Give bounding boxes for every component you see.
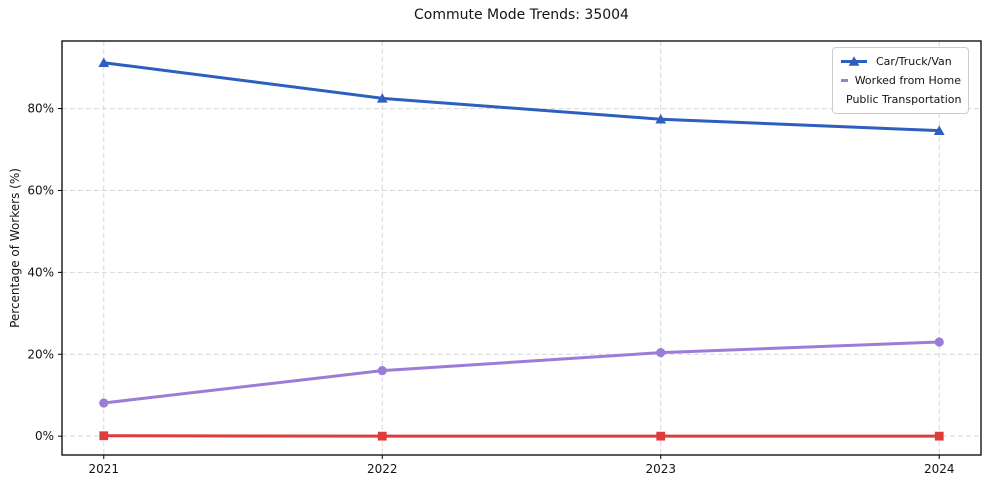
series-public-transportation	[99, 431, 944, 441]
series-car-truck-van	[98, 57, 945, 135]
svg-text:2022: 2022	[367, 462, 398, 476]
legend-label: Public Transportation	[846, 93, 962, 106]
axis-tick-labels: 2021 2022 2023 2024 0% 20% 40% 60% 80%	[27, 102, 954, 476]
legend: Car/Truck/Van Worked from Home Public Tr…	[832, 47, 969, 114]
y-axis-label: Percentage of Workers (%)	[8, 168, 22, 328]
legend-item: Worked from Home	[839, 72, 961, 89]
legend-item: Public Transportation	[839, 91, 961, 108]
triangle-marker-icon	[841, 56, 867, 66]
svg-text:60%: 60%	[27, 183, 54, 197]
circle-marker-icon	[841, 79, 848, 82]
svg-text:0%: 0%	[35, 429, 54, 443]
legend-label: Worked from Home	[854, 74, 961, 87]
svg-text:2023: 2023	[645, 462, 676, 476]
svg-text:20%: 20%	[27, 347, 54, 361]
axis-ticks	[58, 108, 940, 459]
svg-text:80%: 80%	[27, 102, 54, 116]
svg-text:2024: 2024	[924, 462, 955, 476]
svg-text:40%: 40%	[27, 265, 54, 279]
legend-label: Car/Truck/Van	[876, 55, 952, 68]
legend-item: Car/Truck/Van	[839, 53, 961, 70]
svg-text:2021: 2021	[88, 462, 119, 476]
plot-frame	[61, 40, 982, 456]
chart-title: Commute Mode Trends: 35004	[414, 7, 629, 23]
series-worked-from-home	[99, 337, 944, 408]
